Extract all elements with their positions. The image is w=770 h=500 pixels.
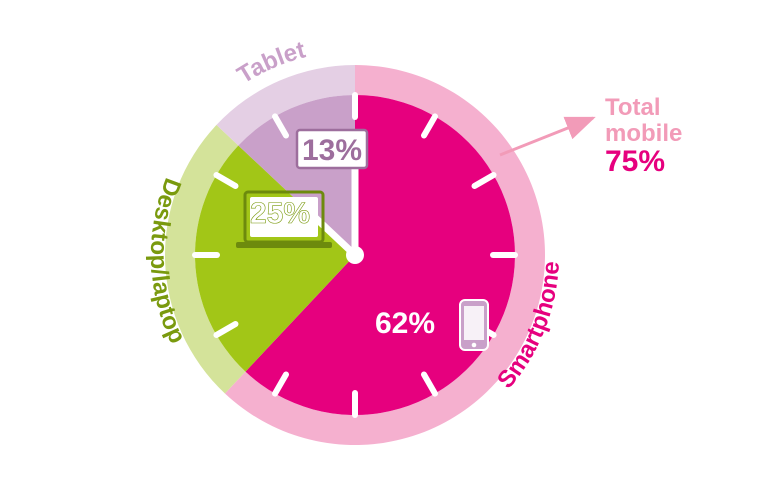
device-share-pie-chart: 62%25%13%SmartphoneDesktop/laptopTabletT… <box>0 0 770 500</box>
smartphone-icon <box>460 300 488 350</box>
clock-center <box>346 246 364 264</box>
callout-arrow <box>500 118 593 155</box>
value-tablet: 13% <box>302 134 362 167</box>
value-smartphone: 62% <box>375 307 435 340</box>
value-desktop: 25% <box>250 197 310 230</box>
callout-text: Totalmobile75% <box>605 94 682 178</box>
